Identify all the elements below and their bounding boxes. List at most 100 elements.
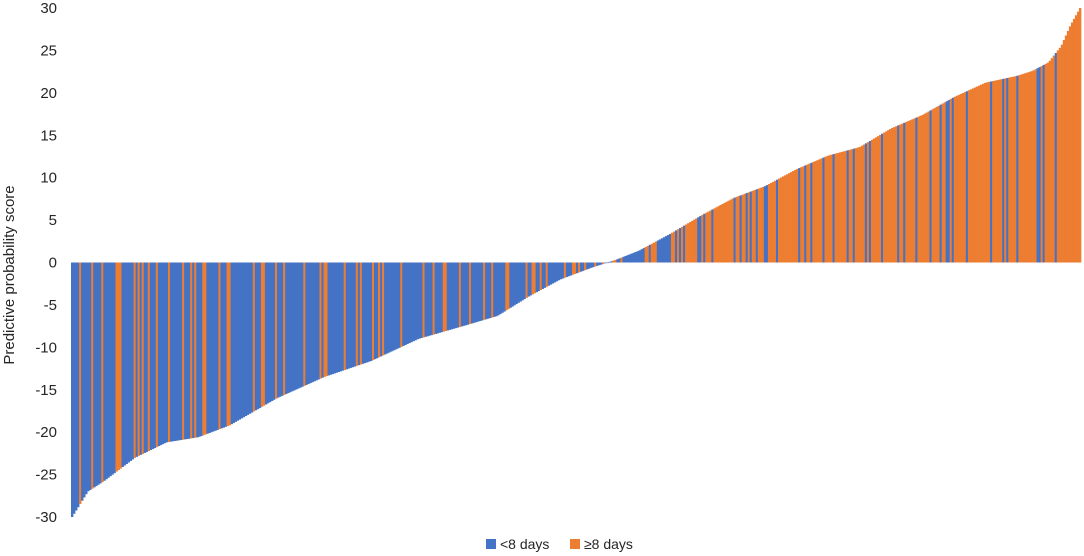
bar-lt8-days: [307, 262, 310, 385]
bar-ge8-days: [943, 102, 947, 263]
bar-lt8-days: [384, 262, 387, 355]
bar-lt8-days: [515, 262, 518, 305]
bar-ge8-days: [941, 103, 944, 263]
bar-ge8-days: [1072, 18, 1076, 263]
bar-lt8-days: [89, 262, 92, 490]
bar-ge8-days: [905, 121, 908, 263]
bar-ge8-days: [814, 161, 817, 263]
bar-ge8-days: [693, 219, 696, 263]
bar-ge8-days: [717, 206, 720, 263]
bar-ge8-days: [719, 205, 722, 263]
y-tick-label: 20: [40, 85, 57, 102]
bar-lt8-days: [430, 262, 433, 336]
bar-ge8-days: [228, 262, 231, 426]
bar-lt8-days: [501, 262, 504, 313]
bar-lt8-days: [640, 249, 644, 263]
bar-ge8-days: [874, 137, 878, 263]
bar-ge8-days: [850, 149, 854, 263]
bar-ge8-days: [1012, 76, 1015, 263]
bar-ge8-days: [167, 262, 171, 442]
bar-lt8-days: [135, 262, 139, 457]
bar-ge8-days: [834, 153, 837, 263]
bar-lt8-days: [333, 262, 336, 374]
bar-ge8-days: [792, 170, 795, 263]
bar-ge8-days: [820, 158, 823, 263]
bar-ge8-days: [194, 262, 197, 438]
bar-lt8-days: [309, 262, 312, 384]
bar-lt8-days: [315, 262, 318, 381]
bar-lt8-days: [674, 230, 678, 263]
bar-lt8-days: [868, 140, 872, 263]
bar-lt8-days: [947, 100, 951, 263]
bar-lt8-days: [331, 262, 334, 375]
bar-ge8-days: [325, 262, 328, 377]
bar-ge8-days: [967, 90, 971, 263]
bar-lt8-days: [111, 262, 114, 475]
bar-ge8-days: [891, 127, 894, 263]
bar-lt8-days: [404, 262, 407, 346]
bar-ge8-days: [1000, 79, 1003, 263]
bar-lt8-days: [380, 262, 383, 357]
bar-ge8-days: [1008, 77, 1011, 263]
bar-lt8-days: [616, 259, 619, 263]
bar-lt8-days: [279, 262, 282, 397]
bar-lt8-days: [244, 262, 248, 417]
legend: <8 days ≥8 days: [486, 536, 633, 552]
bar-lt8-days: [99, 262, 102, 484]
bar-lt8-days: [733, 197, 736, 263]
bar-ge8-days: [695, 218, 698, 263]
bar-lt8-days: [374, 262, 377, 360]
bar-ge8-days: [382, 262, 385, 356]
bar-ge8-days: [1064, 35, 1068, 263]
bar-ge8-days: [761, 186, 765, 263]
bar-ge8-days: [838, 152, 841, 263]
bar-lt8-days: [188, 262, 191, 439]
bar-ge8-days: [818, 159, 821, 263]
bar-lt8-days: [749, 191, 753, 263]
bar-ge8-days: [889, 128, 892, 263]
bar-lt8-days: [517, 262, 520, 303]
bar-lt8-days: [75, 262, 78, 511]
bar-ge8-days: [913, 118, 916, 263]
bar-lt8-days: [149, 262, 153, 450]
bar-lt8-days: [125, 262, 128, 464]
bar-lt8-days: [95, 262, 98, 487]
bar-ge8-days: [137, 262, 141, 456]
bar-ge8-days: [796, 168, 799, 263]
bar-lt8-days: [557, 262, 561, 281]
bar-lt8-days: [357, 262, 361, 366]
bar-lt8-days: [632, 252, 635, 263]
bar-lt8-days: [113, 262, 116, 474]
bar-lt8-days: [250, 262, 254, 413]
bar-ge8-days: [432, 262, 435, 335]
y-tick-label: 5: [49, 212, 57, 229]
bar-lt8-days: [151, 262, 155, 449]
bar-lt8-days: [232, 262, 235, 424]
bar-ge8-days: [303, 262, 306, 386]
bar-ge8-days: [992, 81, 995, 263]
bar-ge8-days: [872, 138, 876, 263]
bar-lt8-days: [434, 262, 437, 334]
bar-ge8-days: [262, 262, 266, 406]
bar-lt8-days: [172, 262, 175, 442]
bar-lt8-days: [460, 262, 464, 327]
bar-lt8-days: [846, 150, 850, 263]
bar-lt8-days: [499, 262, 502, 315]
bar-ge8-days: [988, 81, 991, 263]
bar-ge8-days: [842, 151, 846, 263]
bar-lt8-days: [184, 262, 187, 440]
bar-lt8-days: [551, 262, 555, 284]
bar-lt8-days: [212, 262, 215, 432]
bar-ge8-days: [644, 247, 648, 263]
bar-ge8-days: [963, 92, 967, 263]
bar-lt8-days: [626, 255, 629, 263]
bar-lt8-days: [329, 262, 332, 375]
bar-lt8-days: [569, 262, 573, 276]
bar-ge8-days: [400, 262, 403, 347]
bar-ge8-days: [969, 89, 973, 263]
bar-lt8-days: [604, 262, 607, 264]
bar-lt8-days: [428, 262, 431, 336]
bar-lt8-days: [915, 117, 918, 263]
bar-ge8-days: [984, 82, 987, 263]
